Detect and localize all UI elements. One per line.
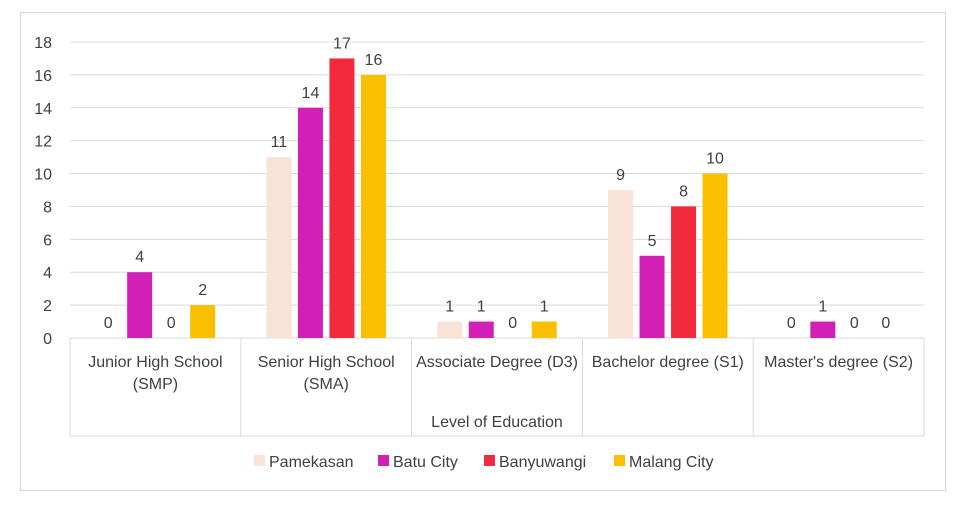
y-tick-label: 6: [43, 232, 52, 249]
y-tick-label: 16: [34, 68, 52, 85]
category-label: Associate Degree (D3): [416, 354, 578, 371]
bar: [639, 255, 665, 338]
bar: [266, 157, 292, 338]
bar: [702, 173, 728, 338]
y-tick-label: 18: [34, 35, 52, 52]
chart-frame: [20, 12, 946, 491]
legend-label: Batu City: [393, 454, 458, 471]
x-axis-title: Level of Education: [431, 414, 563, 431]
legend-label: Banyuwangi: [499, 454, 586, 471]
bar: [329, 58, 355, 338]
data-label: 1: [477, 299, 486, 316]
legend-label: Pamekasan: [269, 454, 354, 471]
legend-swatch: [614, 455, 625, 466]
bar: [437, 321, 463, 338]
data-label: 2: [198, 282, 207, 299]
data-label: 1: [445, 299, 454, 316]
data-label: 11: [271, 134, 288, 151]
data-label: 1: [818, 299, 827, 316]
data-label: 17: [333, 35, 351, 52]
bar: [360, 74, 386, 338]
category-label: Master's degree (S2): [764, 354, 913, 371]
data-label: 0: [508, 315, 517, 332]
y-axis-ticks: 0 2 4 6 8 10 12 14 16 18: [34, 35, 52, 348]
data-label: 1: [540, 299, 549, 316]
bar: [531, 321, 557, 338]
data-label: 10: [706, 151, 724, 168]
data-label: 0: [787, 315, 796, 332]
data-label: 0: [104, 315, 113, 332]
data-label: 16: [365, 52, 383, 69]
data-label: 5: [648, 233, 657, 250]
bars: [127, 58, 836, 339]
gridlines: [69, 41, 925, 437]
legend-swatch: [484, 455, 495, 466]
data-label: 9: [616, 167, 625, 184]
bar: [127, 272, 153, 338]
legend-label: Malang City: [629, 454, 713, 471]
y-tick-label: 4: [43, 265, 52, 282]
bar: [608, 190, 634, 338]
legend-swatch: [254, 455, 265, 466]
data-label: 0: [850, 315, 859, 332]
y-tick-label: 10: [34, 167, 52, 184]
y-tick-label: 8: [43, 199, 52, 216]
category-label: (SMA): [304, 376, 349, 393]
bar: [671, 206, 697, 338]
y-tick-label: 12: [34, 134, 52, 151]
bar: [810, 321, 836, 338]
bar: [468, 321, 494, 338]
y-tick-label: 0: [43, 331, 52, 348]
category-label: (SMP): [133, 376, 178, 393]
data-label: 14: [302, 85, 320, 102]
data-label: 0: [167, 315, 176, 332]
category-label: Senior High School: [258, 354, 395, 371]
legend-swatch: [378, 455, 389, 466]
bar: [297, 107, 323, 339]
bar: [190, 305, 216, 338]
data-label: 4: [135, 249, 144, 266]
category-label: Bachelor degree (S1): [592, 354, 744, 371]
data-label: 8: [679, 183, 688, 200]
legend: Pamekasan Batu City Banyuwangi Malang City: [254, 454, 713, 471]
category-label: Junior High School: [88, 354, 222, 371]
y-tick-label: 2: [43, 298, 52, 315]
data-label: 0: [881, 315, 890, 332]
y-tick-label: 14: [34, 101, 52, 118]
category-labels: Junior High School (SMP) Senior High Schoo…: [88, 354, 913, 393]
